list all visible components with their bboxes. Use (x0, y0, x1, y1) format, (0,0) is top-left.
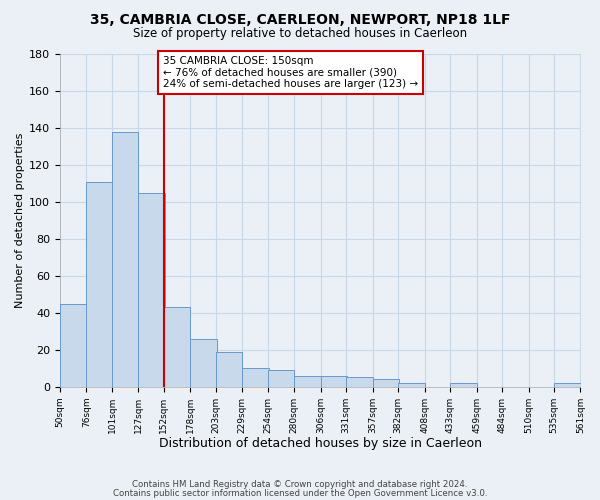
X-axis label: Distribution of detached houses by size in Caerleon: Distribution of detached houses by size … (159, 437, 482, 450)
Bar (373, 380, 399, 386)
Text: 35, CAMBRIA CLOSE, CAERLEON, NEWPORT, NP18 1LF: 35, CAMBRIA CLOSE, CAERLEON, NEWPORT, NP… (90, 12, 510, 26)
Bar (86, 182, 113, 386)
Bar (112, 132, 139, 386)
Bar (216, 352, 242, 386)
Text: 35 CAMBRIA CLOSE: 150sqm
← 76% of detached houses are smaller (390)
24% of semi-: 35 CAMBRIA CLOSE: 150sqm ← 76% of detach… (163, 56, 418, 89)
Bar (164, 307, 190, 386)
Bar (321, 376, 347, 386)
Bar (450, 383, 476, 386)
Bar (242, 368, 269, 386)
Text: Contains HM Land Registry data © Crown copyright and database right 2024.: Contains HM Land Registry data © Crown c… (132, 480, 468, 489)
Bar (398, 383, 425, 386)
Bar (346, 378, 373, 386)
Text: Size of property relative to detached houses in Caerleon: Size of property relative to detached ho… (133, 28, 467, 40)
Bar (190, 338, 217, 386)
Bar (139, 192, 165, 386)
Bar (554, 383, 581, 386)
Bar (294, 376, 321, 386)
Y-axis label: Number of detached properties: Number of detached properties (15, 132, 25, 308)
Bar (60, 304, 86, 386)
Bar (268, 370, 294, 386)
Text: Contains public sector information licensed under the Open Government Licence v3: Contains public sector information licen… (113, 488, 487, 498)
